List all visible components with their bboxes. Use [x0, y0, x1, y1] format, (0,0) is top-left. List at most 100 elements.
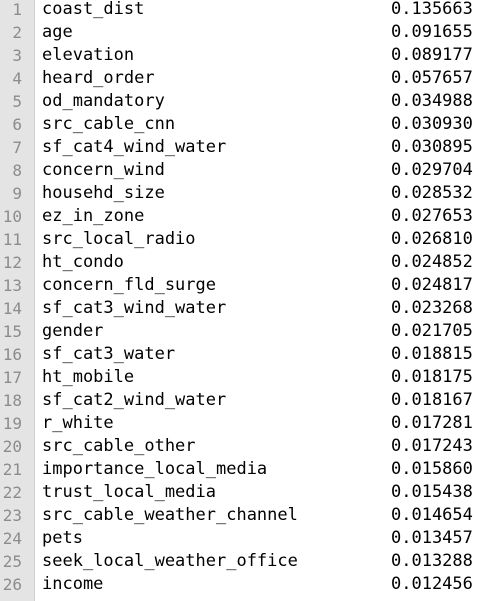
feature-name: r_white [42, 413, 114, 433]
editor-line[interactable]: 11 src_local_radio 0.026810 [0, 228, 497, 251]
feature-importance-value: 0.024852 [391, 252, 473, 272]
feature-importance-value: 0.027653 [391, 206, 473, 226]
feature-importance-value: 0.028532 [391, 183, 473, 203]
feature-importance-value: 0.034988 [391, 91, 473, 111]
feature-importance-value: 0.030895 [391, 137, 473, 157]
editor-line[interactable]: 16 sf_cat3_water 0.018815 [0, 343, 497, 366]
editor-line[interactable]: 22 trust_local_media 0.015438 [0, 481, 497, 504]
feature-name: od_mandatory [42, 91, 165, 111]
line-number: 19 [2, 414, 22, 433]
line-number: 16 [2, 345, 22, 364]
editor-line[interactable]: 17 ht_mobile 0.018175 [0, 366, 497, 389]
line-number: 25 [2, 552, 22, 571]
line-number: 10 [2, 207, 22, 226]
editor-line[interactable]: 26 income 0.012456 [0, 573, 497, 596]
feature-name: sf_cat3_water [42, 344, 176, 364]
line-number: 14 [2, 299, 22, 318]
feature-importance-value: 0.015438 [391, 482, 473, 502]
feature-name: elevation [42, 45, 135, 65]
feature-importance-value: 0.021705 [391, 321, 473, 341]
feature-importance-value: 0.017243 [391, 436, 473, 456]
feature-name: seek_local_weather_office [42, 551, 298, 571]
feature-name: trust_local_media [42, 482, 216, 502]
line-number: 7 [12, 138, 22, 157]
feature-importance-value: 0.013457 [391, 528, 473, 548]
line-number: 20 [2, 437, 22, 456]
feature-importance-value: 0.023268 [391, 298, 473, 318]
editor-line[interactable]: 3 elevation 0.089177 [0, 44, 497, 67]
feature-importance-value: 0.026810 [391, 229, 473, 249]
editor-line[interactable]: 18 sf_cat2_wind_water 0.018167 [0, 389, 497, 412]
line-number: 23 [2, 506, 22, 525]
line-number: 3 [12, 46, 22, 65]
editor-line[interactable]: 8 concern_wind 0.029704 [0, 159, 497, 182]
editor-line[interactable]: 10 ez_in_zone 0.027653 [0, 205, 497, 228]
editor-line[interactable]: 2 age 0.091655 [0, 21, 497, 44]
line-number: 11 [2, 230, 22, 249]
line-number: 1 [12, 0, 22, 19]
line-number: 5 [12, 92, 22, 111]
feature-name: src_local_radio [42, 229, 196, 249]
editor-line[interactable]: 24 pets 0.013457 [0, 527, 497, 550]
line-number: 17 [2, 368, 22, 387]
line-number-gutter [0, 0, 34, 601]
feature-name: ht_mobile [42, 367, 135, 387]
feature-name: src_cable_other [42, 436, 196, 456]
feature-name: ht_condo [42, 252, 124, 272]
line-number: 24 [2, 529, 22, 548]
feature-importance-value: 0.091655 [391, 22, 473, 42]
feature-name: importance_local_media [42, 459, 268, 479]
line-number: 21 [2, 460, 22, 479]
line-number: 22 [2, 483, 22, 502]
feature-name: sf_cat2_wind_water [42, 390, 227, 410]
editor-line[interactable]: 5 od_mandatory 0.034988 [0, 90, 497, 113]
feature-importance-value: 0.089177 [391, 45, 473, 65]
feature-name: concern_wind [42, 160, 165, 180]
feature-importance-value: 0.018815 [391, 344, 473, 364]
editor-line[interactable]: 19 r_white 0.017281 [0, 412, 497, 435]
feature-name: gender [42, 321, 104, 341]
feature-name: age [42, 22, 73, 42]
editor-line[interactable]: 25 seek_local_weather_office 0.013288 [0, 550, 497, 573]
feature-importance-value: 0.013288 [391, 551, 473, 571]
line-number: 12 [2, 253, 22, 272]
feature-name: coast_dist [42, 0, 145, 19]
editor-line[interactable]: 1 coast_dist 0.135663 [0, 0, 497, 21]
feature-importance-value: 0.030930 [391, 114, 473, 134]
feature-name: src_cable_weather_channel [42, 505, 298, 525]
feature-name: income [42, 574, 104, 594]
feature-name: househd_size [42, 183, 165, 203]
feature-importance-value: 0.018175 [391, 367, 473, 387]
feature-name: ez_in_zone [42, 206, 145, 226]
feature-importance-value: 0.015860 [391, 459, 473, 479]
line-number: 2 [12, 23, 22, 42]
editor-line[interactable]: 21 importance_local_media 0.015860 [0, 458, 497, 481]
editor-line[interactable]: 23 src_cable_weather_channel 0.014654 [0, 504, 497, 527]
feature-importance-value: 0.018167 [391, 390, 473, 410]
feature-importance-value: 0.024817 [391, 275, 473, 295]
line-number: 13 [2, 276, 22, 295]
feature-name: pets [42, 528, 83, 548]
gutter-separator [34, 0, 35, 601]
editor-line[interactable]: 12 ht_condo 0.024852 [0, 251, 497, 274]
line-number: 26 [2, 575, 22, 594]
editor-line[interactable]: 7 sf_cat4_wind_water 0.030895 [0, 136, 497, 159]
feature-name: sf_cat3_wind_water [42, 298, 227, 318]
feature-name: sf_cat4_wind_water [42, 137, 227, 157]
line-number: 8 [12, 161, 22, 180]
line-number: 6 [12, 115, 22, 134]
line-number: 18 [2, 391, 22, 410]
feature-name: concern_fld_surge [42, 275, 216, 295]
feature-importance-value: 0.014654 [391, 505, 473, 525]
editor-line[interactable]: 4 heard_order 0.057657 [0, 67, 497, 90]
line-number: 9 [12, 184, 22, 203]
editor-line[interactable]: 13 concern_fld_surge 0.024817 [0, 274, 497, 297]
editor-line[interactable]: 20 src_cable_other 0.017243 [0, 435, 497, 458]
editor-line[interactable]: 15 gender 0.021705 [0, 320, 497, 343]
editor-line[interactable]: 9 househd_size 0.028532 [0, 182, 497, 205]
editor-line[interactable]: 6 src_cable_cnn 0.030930 [0, 113, 497, 136]
editor-line[interactable]: 14 sf_cat3_wind_water 0.023268 [0, 297, 497, 320]
feature-importance-value: 0.012456 [391, 574, 473, 594]
